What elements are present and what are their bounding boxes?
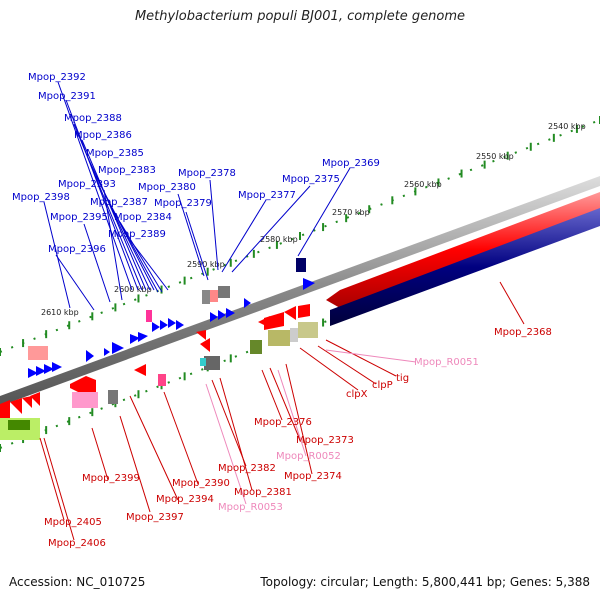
red-leader-lines [39, 281, 525, 541]
scale-label: 2550 kbp [476, 152, 514, 161]
gene-label[interactable]: Mpop_2389 [108, 229, 166, 240]
gene-label[interactable]: Mpop_2393 [58, 179, 116, 190]
gene-label[interactable]: Mpop_2375 [282, 174, 340, 185]
gene-label[interactable]: Mpop_2385 [86, 148, 144, 159]
gene-label[interactable]: Mpop_2380 [138, 182, 196, 193]
gene-label[interactable]: Mpop_2398 [12, 192, 70, 203]
gene-label[interactable]: Mpop_2386 [74, 130, 132, 141]
gene-label[interactable]: Mpop_2396 [48, 244, 106, 255]
gene-mpop-2368-reverse[interactable] [330, 208, 600, 326]
map-title: Methylobacterium populi BJ001, complete … [134, 9, 466, 24]
accession-text: Accession: NC_010725 [9, 575, 146, 589]
gene-mpop-2368-forward[interactable] [326, 192, 600, 308]
gene-label[interactable]: clpP [372, 380, 393, 391]
rna-labels: Mpop_R0051 Mpop_R0052 Mpop_R0053 [218, 357, 479, 513]
rna-label[interactable]: Mpop_R0053 [218, 502, 283, 513]
rna-features-upper [28, 286, 230, 360]
red-labels: Mpop_2368 tig clpP clpX Mpop_2376 Mpop_2… [44, 327, 552, 549]
gene-label[interactable]: Mpop_2391 [38, 91, 96, 102]
scale-label: 2560 kbp [404, 180, 442, 189]
genome-backbone [0, 176, 600, 406]
pink-leader-lines [205, 349, 417, 505]
cds-arrows-forward [28, 258, 315, 378]
rna-label[interactable]: Mpop_R0052 [276, 451, 341, 462]
genome-stats-text: Topology: circular; Length: 5,800,441 bp… [260, 575, 590, 589]
gene-label[interactable]: Mpop_2383 [98, 165, 156, 176]
gene-label[interactable]: Mpop_2378 [178, 168, 236, 179]
gene-label[interactable]: Mpop_2382 [218, 463, 276, 474]
scale-label: 2600 kbp [114, 285, 152, 294]
scale-label: 2540 kbp [548, 122, 586, 131]
gene-label[interactable]: Mpop_2405 [44, 517, 102, 528]
gene-label[interactable]: Mpop_2379 [154, 198, 212, 209]
gene-label[interactable]: Mpop_2390 [172, 478, 230, 489]
gene-label[interactable]: Mpop_2387 [90, 197, 148, 208]
scale-label: 2590 kbp [187, 260, 225, 269]
gene-label[interactable]: Mpop_2377 [238, 190, 296, 201]
cds-arrows-reverse [0, 304, 310, 418]
gene-label[interactable]: Mpop_2397 [126, 512, 184, 523]
scale-label: 2580 kbp [260, 235, 298, 244]
gene-label[interactable]: Mpop_2368 [494, 327, 552, 338]
gene-label[interactable]: clpX [346, 389, 368, 400]
rna-features-lower [0, 322, 318, 440]
blue-leader-lines [43, 81, 351, 311]
gene-label[interactable]: Mpop_2384 [114, 212, 172, 223]
rna-label[interactable]: Mpop_R0051 [414, 357, 479, 368]
gene-label[interactable]: Mpop_2369 [322, 158, 380, 169]
gene-label[interactable]: Mpop_2394 [156, 494, 214, 505]
scale-label: 2610 kbp [41, 308, 79, 317]
gene-label[interactable]: tig [396, 373, 409, 384]
gene-label[interactable]: Mpop_2388 [64, 113, 122, 124]
gene-label[interactable]: Mpop_2376 [254, 417, 312, 428]
gene-label[interactable]: Mpop_2406 [48, 538, 106, 549]
blue-labels: Mpop_2392 Mpop_2391 Mpop_2388 Mpop_2386 … [12, 72, 380, 255]
gene-label[interactable]: Mpop_2373 [296, 435, 354, 446]
gene-label[interactable]: Mpop_2381 [234, 487, 292, 498]
gene-label[interactable]: Mpop_2392 [28, 72, 86, 83]
gene-label[interactable]: Mpop_2399 [82, 473, 140, 484]
gene-label[interactable]: Mpop_2395 [50, 212, 108, 223]
scale-labels: 2540 kbp 2550 kbp 2560 kbp 2570 kbp 2580… [41, 122, 586, 317]
gene-label[interactable]: Mpop_2374 [284, 471, 342, 482]
scale-label: 2570 kbp [332, 208, 370, 217]
